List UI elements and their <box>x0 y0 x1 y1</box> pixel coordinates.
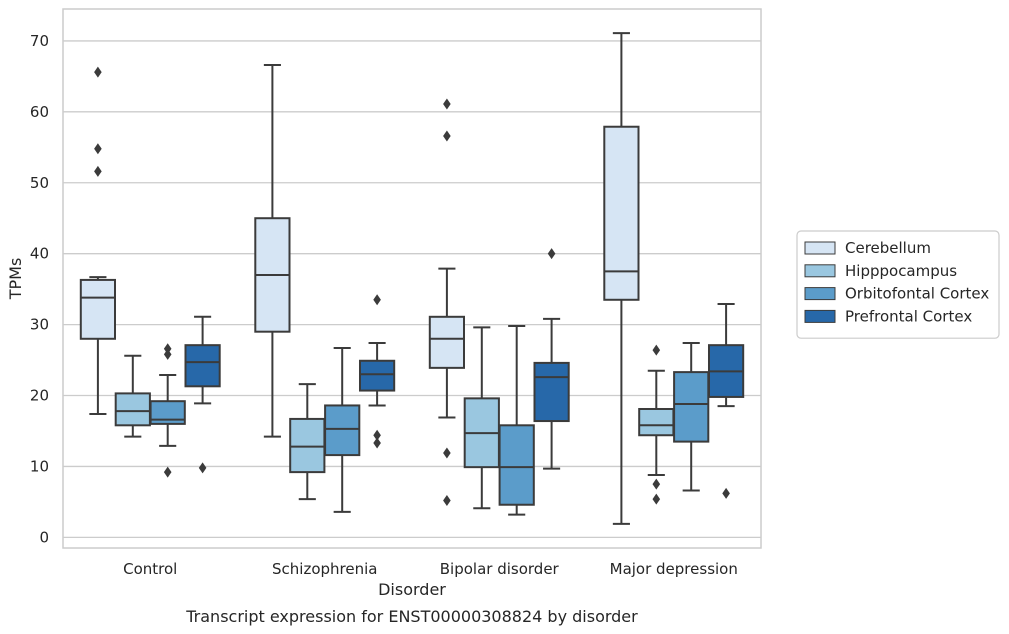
outlier-point <box>652 344 661 356</box>
legend-label: Cerebellum <box>845 239 931 257</box>
outlier-point <box>547 248 556 260</box>
outlier-point <box>443 130 451 142</box>
legend-label: Prefrontal Cortex <box>845 307 972 325</box>
box-0-3 <box>184 315 221 474</box>
box-0-1 <box>114 354 151 438</box>
box-1-2 <box>324 347 361 513</box>
box-1-1 <box>289 383 326 501</box>
y-tick-labels: 0 10 20 30 40 50 60 70 <box>30 32 49 546</box>
box-iqr <box>289 417 326 474</box>
y-axis-label: TPMs <box>6 258 25 301</box>
box-3-2 <box>673 342 710 492</box>
y-tick-label: 70 <box>30 32 49 50</box>
x-tick-label: Major depression <box>610 560 738 578</box>
legend-frame <box>796 230 1000 339</box>
outlier-point <box>198 462 207 474</box>
box-iqr <box>358 359 396 392</box>
box-iqr <box>533 361 570 423</box>
box-3-1 <box>638 344 675 505</box>
box-0-2 <box>149 343 186 478</box>
legend-swatch <box>804 241 836 255</box>
box-iqr <box>428 315 466 369</box>
y-tick-label: 0 <box>39 528 49 546</box>
outlier-point <box>94 143 102 155</box>
gridlines <box>63 40 761 539</box>
box-iqr <box>498 424 535 506</box>
legend: Cerebellum Hipppocampus Orbitofontal Corte… <box>796 230 1000 339</box>
box-iqr <box>324 404 361 457</box>
box-2-2 <box>498 325 535 516</box>
outlier-point <box>443 494 451 506</box>
box-2-1 <box>463 326 500 510</box>
box-1-0 <box>254 64 291 438</box>
y-tick-label: 20 <box>30 387 49 405</box>
box-iqr <box>603 125 640 301</box>
box-iqr <box>673 371 710 443</box>
outlier-point <box>373 294 381 306</box>
x-tick-labels: Control Schizophrenia Bipolar disorder Majo… <box>123 560 738 578</box>
outlier-point <box>373 437 381 449</box>
box-iqr <box>79 278 117 340</box>
outlier-point <box>94 165 102 177</box>
y-tick-label: 60 <box>30 103 49 121</box>
box-0-0 <box>79 66 117 415</box>
legend-label: Hipppocampus <box>845 262 957 280</box>
legend-swatch <box>804 309 836 323</box>
outlier-point <box>652 478 661 490</box>
y-tick-label: 30 <box>30 316 49 334</box>
outlier-point <box>443 447 451 459</box>
legend-label: Orbitofontal Cortex <box>845 285 989 303</box>
x-tick-label: Control <box>123 560 177 578</box>
outlier-point <box>163 466 172 478</box>
box-iqr <box>149 400 186 425</box>
plot-frame <box>62 8 762 549</box>
y-tick-label: 50 <box>30 174 49 192</box>
box-2-0 <box>428 98 466 506</box>
x-tick-label: Bipolar disorder <box>440 560 560 578</box>
box-3-0 <box>603 32 640 525</box>
outlier-point <box>163 343 172 355</box>
outlier-point <box>163 348 172 360</box>
box-iqr <box>114 392 151 427</box>
y-tick-label: 40 <box>30 245 49 263</box>
box-iqr <box>184 344 221 388</box>
outlier-point <box>652 493 661 505</box>
legend-swatch <box>804 287 836 301</box>
outlier-point <box>94 66 102 78</box>
box-3-3 <box>707 303 745 499</box>
outlier-point <box>373 429 381 441</box>
box-iqr <box>638 407 675 437</box>
x-axis-label: Disorder <box>378 580 446 599</box>
chart-caption: Transcript expression for ENST0000030882… <box>185 607 638 626</box>
boxes <box>79 32 745 525</box>
y-tick-label: 10 <box>30 457 49 475</box>
x-tick-label: Schizophrenia <box>272 560 377 578</box>
box-2-3 <box>533 248 570 470</box>
outlier-point <box>722 487 730 499</box>
box-1-3 <box>358 294 396 449</box>
legend-swatch <box>804 264 836 278</box>
outlier-point <box>443 98 451 110</box>
